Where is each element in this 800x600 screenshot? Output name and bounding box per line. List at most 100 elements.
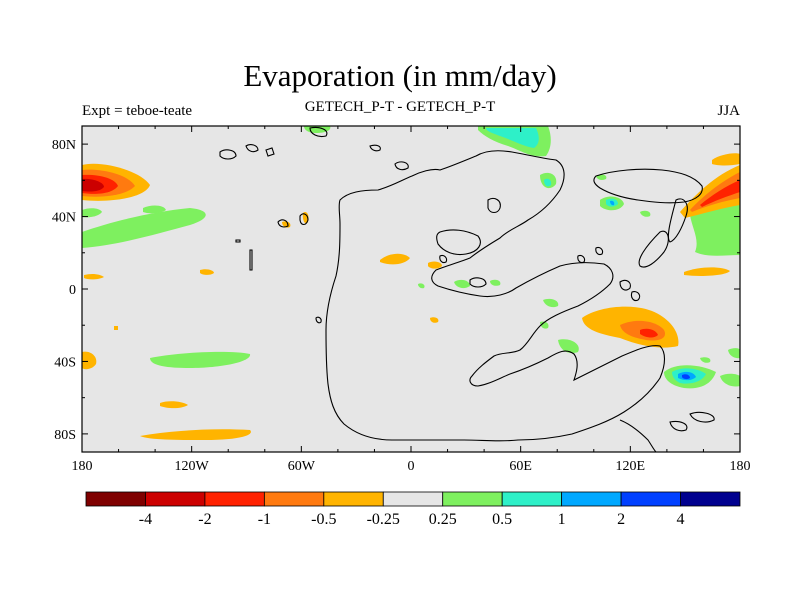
colorbar-label: -2 bbox=[198, 511, 211, 528]
coastline-east-island-4 bbox=[630, 291, 641, 302]
colorbar-swatch bbox=[442, 491, 503, 507]
map-background bbox=[82, 126, 740, 452]
colorbar-label: 0.25 bbox=[429, 511, 457, 528]
anomaly-nw-pacific-darkred bbox=[82, 178, 104, 192]
colorbar-swatch bbox=[204, 491, 265, 507]
coastline-inland-sea bbox=[436, 229, 481, 256]
coastline-island-14 bbox=[439, 254, 448, 264]
map-title: Evaporation (in mm/day) bbox=[243, 58, 557, 93]
y-axis: 80N 40N 0 40S 80S bbox=[52, 138, 740, 443]
experiment-label: Expt = teboe-teate bbox=[82, 103, 193, 119]
colorbar-swatch bbox=[680, 491, 741, 507]
coastline-island-10 bbox=[249, 249, 253, 271]
coastline-main-continent bbox=[325, 150, 666, 442]
coastline-arctic-island-5 bbox=[369, 144, 381, 152]
coastline-arctic-island-2 bbox=[245, 144, 259, 153]
anomaly-n-pacific-green-3 bbox=[143, 205, 166, 214]
anomaly-atlantic-orange-3 bbox=[302, 212, 309, 224]
anomaly-c-pacific-orange-small bbox=[200, 269, 214, 275]
colorbar-label: -1 bbox=[258, 511, 271, 528]
anomaly-atlantic-green-2 bbox=[490, 279, 501, 286]
coastline-arctic-island-3 bbox=[265, 147, 275, 157]
x-tick-label: 120W bbox=[175, 459, 210, 474]
anomaly-siberia-green-small bbox=[596, 174, 607, 180]
y-tick-label: 0 bbox=[69, 283, 76, 298]
coastline-island-8 bbox=[277, 219, 289, 228]
y-tick-label: 40S bbox=[54, 355, 76, 370]
anomaly-so-green-3 bbox=[728, 348, 740, 359]
coastline-island-13 bbox=[577, 254, 586, 264]
anomaly-ne-pacific-orange-2 bbox=[684, 267, 730, 276]
anomaly-ne-pacific-orange-3 bbox=[712, 153, 740, 166]
anomaly-n-pacific-green-2 bbox=[82, 208, 102, 218]
coastline-east-island-3 bbox=[619, 279, 631, 291]
x-tick-label: 60E bbox=[509, 459, 532, 474]
coastline-south-extension bbox=[619, 419, 657, 452]
colorbar: -4 -2 -1 -0.5 -0.25 0.25 0.5 1 2 4 bbox=[85, 491, 741, 528]
coastline-inlet-3 bbox=[469, 277, 487, 288]
coastlines bbox=[219, 126, 715, 452]
colorbar-swatch bbox=[85, 491, 146, 507]
colorbar-swatch bbox=[263, 491, 325, 507]
anomaly-australia-red bbox=[640, 328, 658, 338]
coastline-inlet-2 bbox=[487, 197, 501, 214]
colorbar-swatch bbox=[620, 491, 681, 507]
anomaly-ne-pacific-red bbox=[700, 180, 740, 207]
colorbar-label: 1 bbox=[558, 511, 566, 528]
anomaly-so-green-4 bbox=[700, 357, 711, 363]
coastline-east-island-5 bbox=[689, 411, 715, 423]
colorbar-label: -4 bbox=[139, 511, 152, 528]
anomaly-s-pacific-green-band bbox=[150, 351, 251, 368]
anomaly-s-indian-green bbox=[540, 321, 549, 329]
anomaly-atlantic-green-4 bbox=[418, 283, 425, 289]
coastline-east-island-2 bbox=[667, 198, 688, 243]
x-tick-label: 0 bbox=[408, 459, 415, 474]
anomaly-so-green-2 bbox=[720, 373, 740, 387]
colorbar-swatch bbox=[382, 491, 444, 507]
coastline-arctic-island-4 bbox=[309, 126, 328, 138]
colorbar-label: -0.5 bbox=[311, 511, 336, 528]
anomaly-arctic-cyan-2 bbox=[544, 178, 552, 187]
colorbar-swatch bbox=[323, 491, 384, 507]
coastline-island-11 bbox=[235, 239, 241, 243]
anomaly-small-orange-1 bbox=[114, 326, 118, 330]
x-tick-label: 180 bbox=[72, 459, 93, 474]
coastline-east-island-6 bbox=[669, 420, 688, 432]
anomaly-n-pacific-green-1 bbox=[82, 208, 206, 248]
x-axis: 180 120W 60W 0 60E 120E 180 bbox=[72, 126, 751, 474]
anomaly-atlantic-green-3 bbox=[543, 298, 559, 308]
anomaly-east-asia-blue bbox=[610, 200, 615, 206]
anomaly-arctic-cyan bbox=[486, 128, 539, 148]
x-tick-label: 60W bbox=[288, 459, 316, 474]
coastline-island-9 bbox=[315, 316, 322, 324]
coastline-island-12 bbox=[595, 246, 604, 256]
anomaly-siberia-green-small-2 bbox=[640, 210, 651, 217]
colorbar-label: 2 bbox=[617, 511, 625, 528]
x-tick-label: 180 bbox=[730, 459, 751, 474]
colorbar-label: 0.5 bbox=[492, 511, 512, 528]
anomaly-so-darkblue bbox=[682, 374, 690, 380]
x-tick-label: 120E bbox=[616, 459, 646, 474]
colorbar-label: 4 bbox=[677, 511, 685, 528]
anomaly-layer bbox=[82, 126, 740, 440]
coastline-island-7 bbox=[299, 213, 309, 226]
colorbar-label: -0.25 bbox=[367, 511, 400, 528]
y-tick-label: 80S bbox=[54, 428, 76, 443]
colorbar-swatch bbox=[561, 491, 622, 507]
colorbar-swatch bbox=[145, 491, 206, 507]
coastline-arctic-island-1 bbox=[219, 149, 237, 160]
y-tick-label: 80N bbox=[52, 138, 76, 153]
anomaly-s-pacific-orange-west bbox=[82, 351, 97, 370]
dataset-label: GETECH_P-T - GETECH_P-T bbox=[304, 99, 496, 115]
anomaly-atlantic-orange-1 bbox=[380, 253, 410, 265]
y-tick-label: 40N bbox=[52, 211, 76, 226]
coastline-arctic-island-6 bbox=[394, 161, 409, 171]
anomaly-atlantic-orange-2 bbox=[428, 261, 442, 269]
anomaly-south-ocean-orange-band bbox=[140, 429, 251, 440]
anomaly-s-pacific-orange-2 bbox=[160, 401, 188, 409]
anomaly-s-atlantic-green bbox=[558, 339, 579, 354]
anomaly-n-pacific-orange-small bbox=[84, 273, 104, 280]
coastline-east-asia bbox=[593, 168, 703, 204]
colorbar-swatch bbox=[501, 491, 563, 507]
